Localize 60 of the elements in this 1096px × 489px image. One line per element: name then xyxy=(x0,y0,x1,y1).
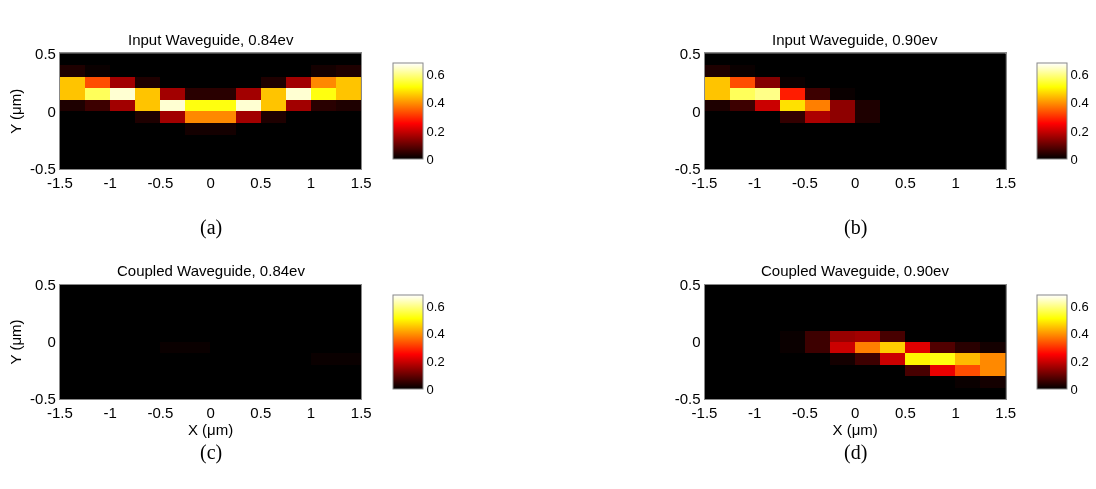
x-axis-title: X (μm) xyxy=(832,420,878,438)
x-tick-label: 1 xyxy=(951,174,960,192)
chart-title: Coupled Waveguide, 0.90ev xyxy=(761,262,950,279)
color-bar-label: 0.2 xyxy=(1070,353,1089,369)
x-tick-label: -1 xyxy=(103,403,117,421)
y-axis-title: Y (μm) xyxy=(7,319,25,365)
text: (c) xyxy=(200,441,223,464)
color-bar-label: 0.4 xyxy=(426,326,445,342)
x-tick-label: 1.5 xyxy=(350,403,372,421)
x-tick-label: 1 xyxy=(951,403,960,421)
chart-title: Input Waveguide, 0.84ev xyxy=(128,31,294,48)
text: (b) xyxy=(844,216,868,239)
color-bar-label: 0 xyxy=(426,381,434,397)
x-tick-label: 0.5 xyxy=(894,403,916,421)
color-bar-label: 0.6 xyxy=(426,298,445,314)
color-bar-label: 0 xyxy=(426,151,434,167)
color-bar-label: 0.6 xyxy=(1070,67,1089,83)
y-tick-label: 0.5 xyxy=(35,276,56,294)
x-tick-label: 0 xyxy=(850,174,860,192)
x-tick-label: -1 xyxy=(748,174,762,192)
color-bar-label: 0.2 xyxy=(426,123,445,139)
y-tick-label: 0.5 xyxy=(35,44,56,62)
x-tick-label: 1.5 xyxy=(995,174,1017,192)
color-bar-label: 0.4 xyxy=(426,95,445,111)
x-tick-label: 1 xyxy=(306,174,316,192)
y-tick-label: 0 xyxy=(692,102,701,120)
color-bar-label: 0 xyxy=(1070,381,1078,397)
color-bar-label: 0 xyxy=(1070,151,1078,167)
color-bar-label: 0.4 xyxy=(1070,326,1089,342)
x-tick-label: 0.5 xyxy=(894,174,916,192)
x-tick-label: -0.5 xyxy=(147,403,174,421)
y-tick-label: 0 xyxy=(47,333,56,351)
text: (d) xyxy=(844,441,868,464)
color-bar-label: 0.6 xyxy=(426,67,445,83)
y-tick-label: 0.5 xyxy=(679,44,701,62)
x-tick-label: -0.5 xyxy=(792,174,818,192)
x-tick-label: 1.5 xyxy=(995,403,1017,421)
color-bar-label: 0.2 xyxy=(1070,123,1089,139)
x-tick-label: 0.5 xyxy=(250,403,272,421)
y-tick-label: 0.5 xyxy=(679,276,701,294)
x-tick-label: -0.5 xyxy=(147,174,174,192)
y-tick-label: 0 xyxy=(47,102,56,120)
color-bar-label: 0.2 xyxy=(426,353,445,369)
chart-title: Input Waveguide, 0.90ev xyxy=(772,31,938,48)
text: (a) xyxy=(200,216,223,239)
x-tick-label: 1 xyxy=(306,403,316,421)
x-tick-label: 0 xyxy=(206,403,215,421)
x-tick-label: 0 xyxy=(206,174,215,192)
x-tick-label: 0 xyxy=(850,403,860,421)
x-axis-title: X (μm) xyxy=(187,420,234,438)
chart-title: Coupled Waveguide, 0.84ev xyxy=(117,262,306,279)
color-bar-label: 0.4 xyxy=(1070,95,1089,111)
color-bar-label: 0.6 xyxy=(1070,298,1089,314)
x-tick-label: 0.5 xyxy=(250,174,272,192)
y-tick-label: 0 xyxy=(692,333,701,351)
x-tick-label: -1 xyxy=(103,174,117,192)
x-tick-label: -1 xyxy=(748,403,762,421)
x-tick-label: -0.5 xyxy=(792,403,818,421)
y-axis-title: Y (μm) xyxy=(7,88,25,134)
x-tick-label: 1.5 xyxy=(350,174,372,192)
